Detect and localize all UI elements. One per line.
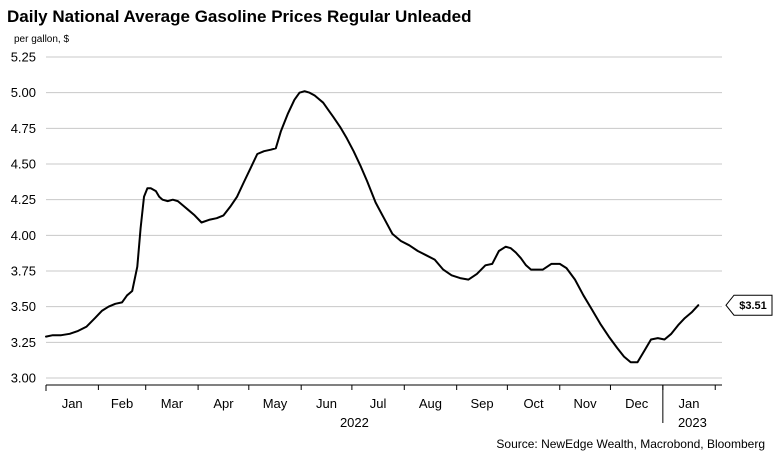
series-layer — [45, 90, 700, 364]
source-note: Source: NewEdge Wealth, Macrobond, Bloom… — [496, 437, 765, 451]
x-tick-label: Jan — [62, 396, 83, 411]
x-tick-label: Dec — [625, 396, 649, 411]
x-tick-label: Sep — [470, 396, 493, 411]
x-tick-label: Oct — [523, 396, 544, 411]
x-tick-label: Aug — [419, 396, 442, 411]
y-tick-label: 3.50 — [11, 299, 36, 314]
gridlines — [46, 56, 722, 379]
y-tick-label: 4.25 — [11, 192, 36, 207]
price-series-line — [45, 90, 700, 364]
last-value-box — [725, 294, 773, 316]
y-tick-label: 3.25 — [11, 335, 36, 350]
y-tick-label: 3.75 — [11, 264, 36, 279]
y-tick-label: 4.75 — [11, 121, 36, 136]
x-axis: Jan Feb Mar Apr May Jun Jul Aug Sep Oct Nov Dec Jan 2… — [45, 384, 722, 430]
y-tick-label: 5.25 — [11, 50, 36, 65]
year-label: 2023 — [678, 415, 707, 430]
year-label: 2022 — [340, 415, 369, 430]
y-tick-label: 3.00 — [11, 371, 36, 386]
x-tick-label: Jan — [679, 396, 700, 411]
x-tick-label: Feb — [111, 396, 133, 411]
x-tick-label: May — [263, 396, 288, 411]
chart-title: Daily National Average Gasoline Prices R… — [7, 7, 472, 26]
x-tick-label: Jul — [370, 396, 387, 411]
y-axis: 3.00 3.25 3.50 3.75 4.00 4.25 4.50 4.75 5.00 5.25 — [11, 50, 36, 386]
y-tick-label: 5.00 — [11, 85, 36, 100]
x-tick-label: Jun — [316, 396, 337, 411]
last-value-label: $3.51 — [739, 300, 767, 312]
x-tick-label: Nov — [574, 396, 598, 411]
x-tick-label: Apr — [213, 396, 234, 411]
last-value-callout: $3.51 — [725, 294, 773, 316]
x-tick-label: Mar — [161, 396, 184, 411]
y-tick-label: 4.00 — [11, 228, 36, 243]
y-tick-label: 4.50 — [11, 157, 36, 172]
y-axis-unit-label: per gallon, $ — [14, 34, 70, 45]
